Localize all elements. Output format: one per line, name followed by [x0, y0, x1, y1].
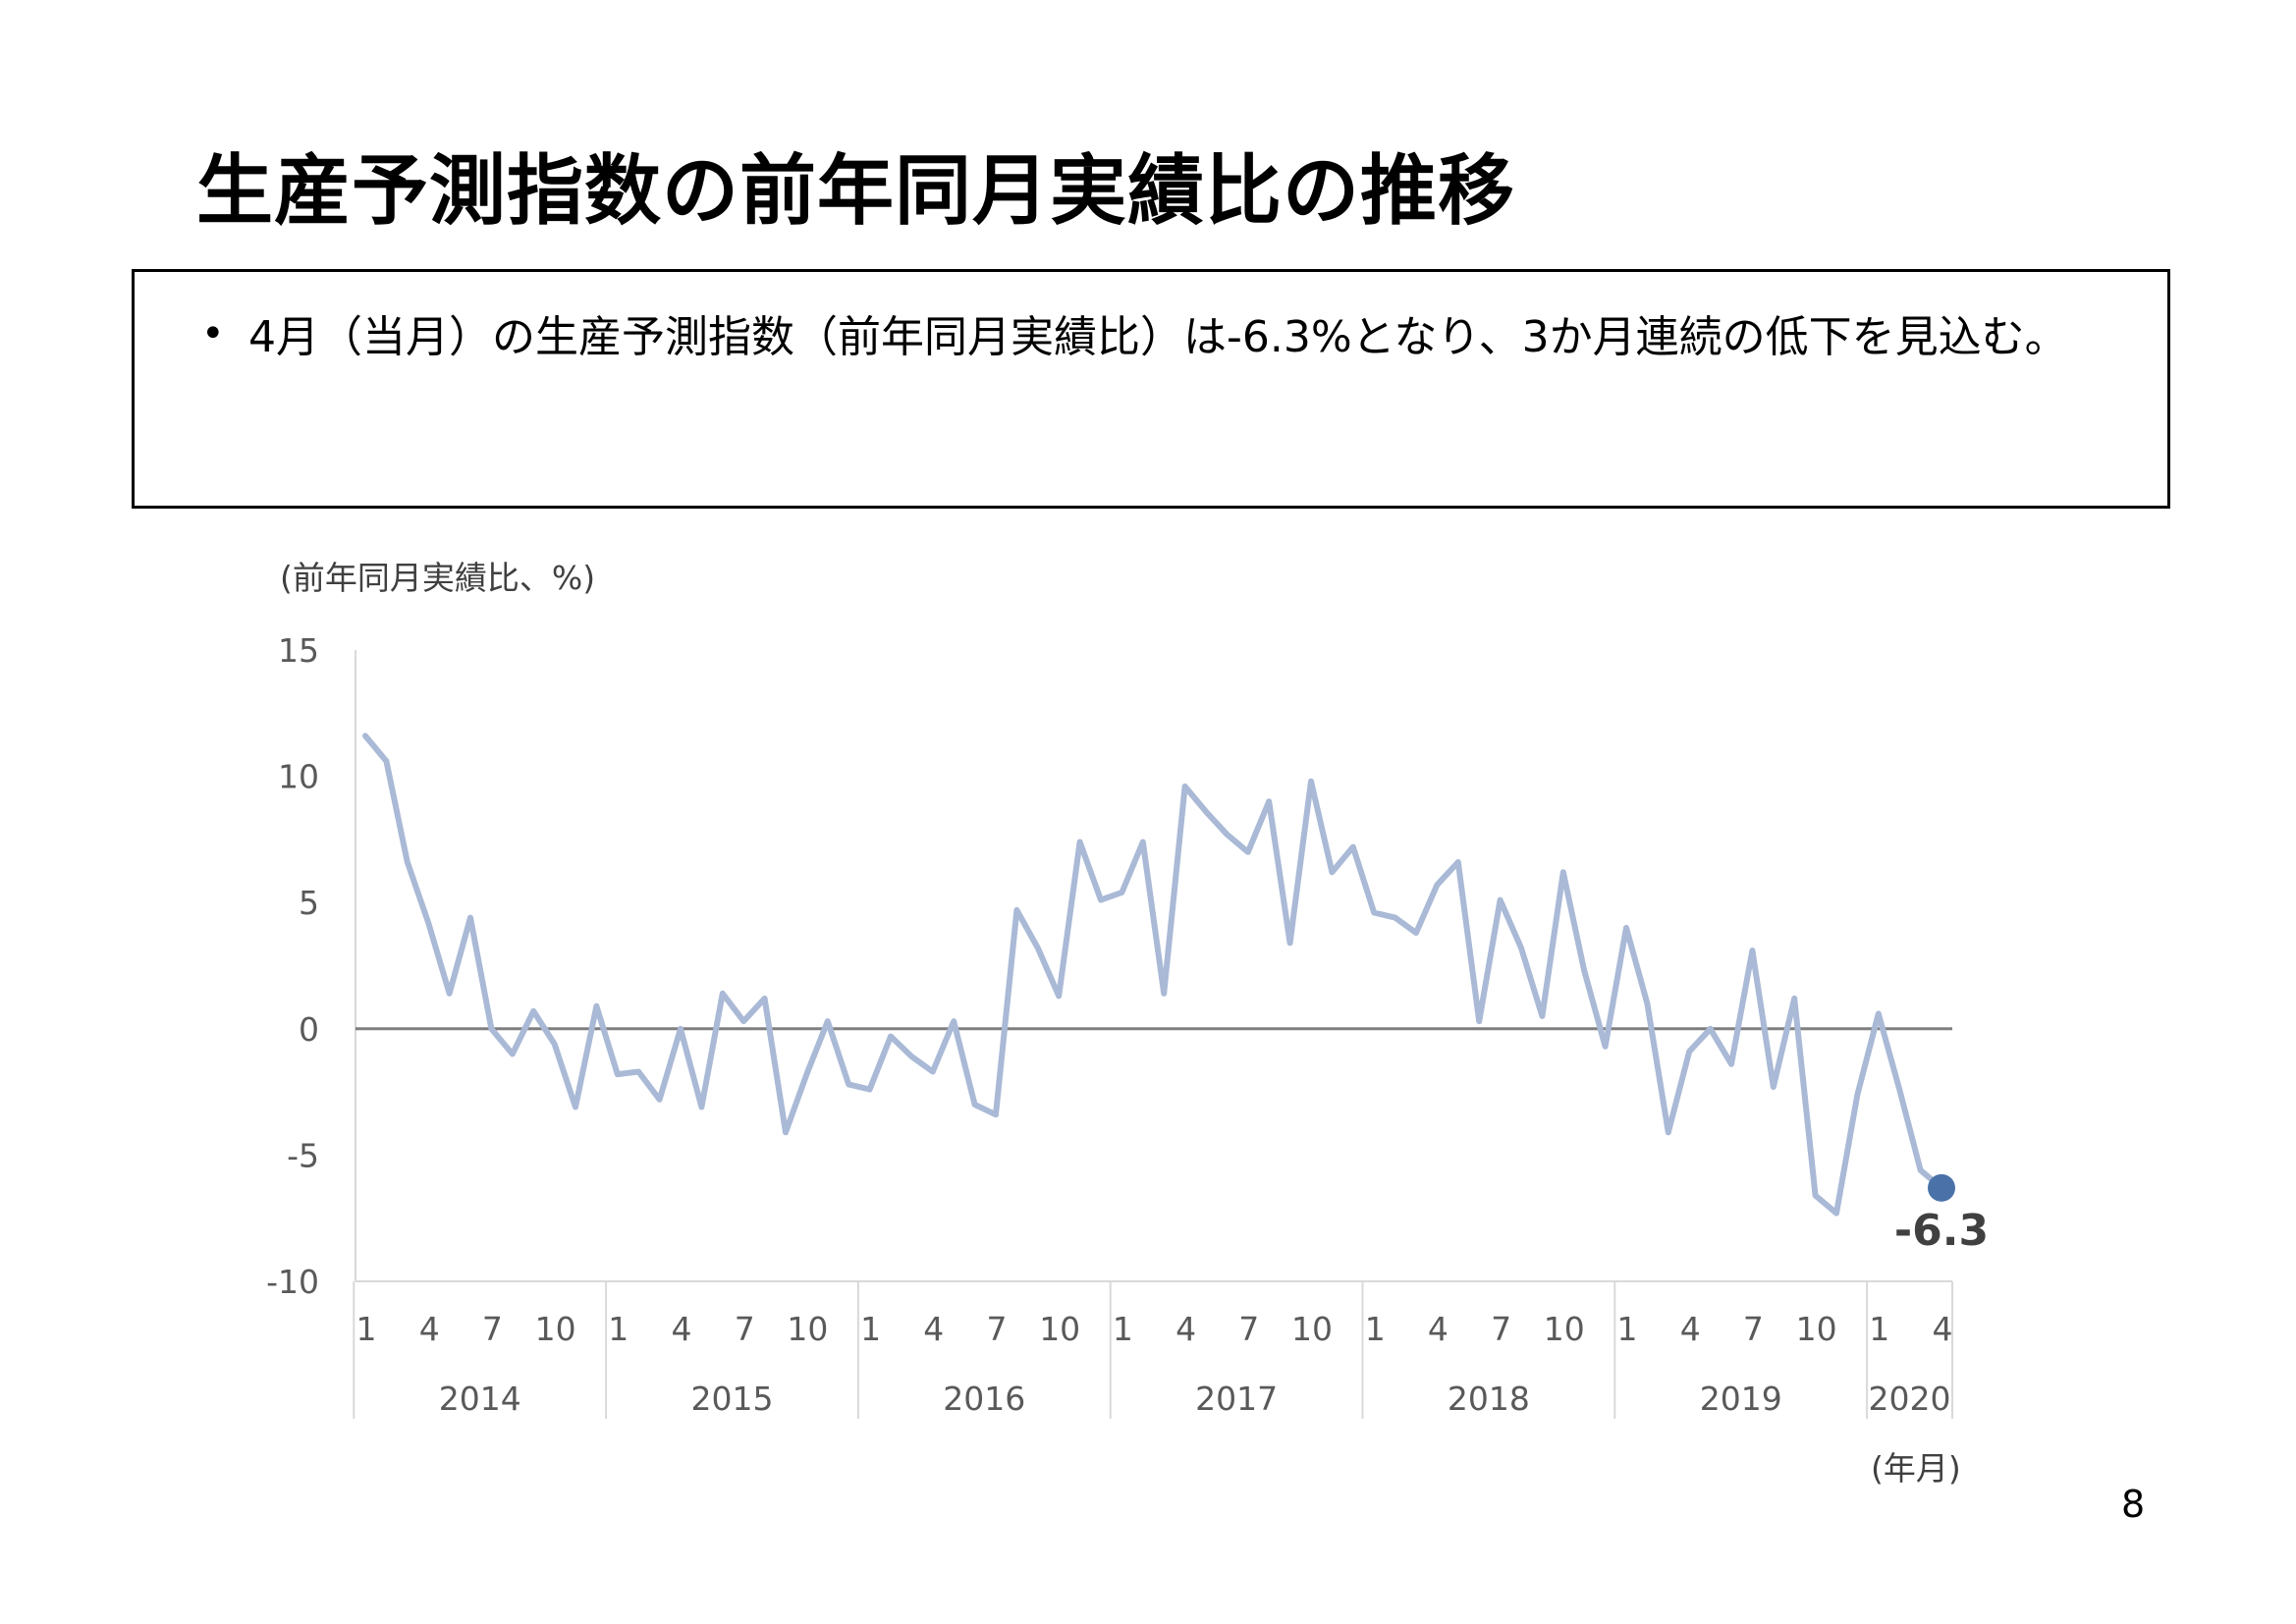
- last-value-label: -6.3: [1894, 1206, 1989, 1256]
- x-tick-year: 2017: [1195, 1380, 1278, 1418]
- y-tick-label: 5: [299, 884, 319, 922]
- x-tick-month: 7: [1743, 1310, 1764, 1348]
- x-tick-month: 1: [860, 1310, 881, 1348]
- x-tick-month: 10: [787, 1310, 828, 1348]
- x-tick-year: 2014: [439, 1380, 521, 1418]
- x-tick-month: 4: [419, 1310, 440, 1348]
- series-lines: [362, 732, 1944, 1217]
- x-tick-month: 4: [1933, 1310, 1953, 1348]
- x-tick-month: 4: [923, 1310, 944, 1348]
- x-tick-month: 10: [1291, 1310, 1333, 1348]
- page-title: 生産予測指数の前年同月実績比の推移: [196, 147, 1516, 236]
- last-point-marker: [1928, 1173, 1955, 1202]
- series-line: [362, 732, 1944, 1217]
- summary-box: • 4月（当月）の生産予測指数（前年同月実績比）は-6.3%となり、3か月連続の…: [132, 269, 2170, 509]
- y-tick-labels: 15 10 5 0 -5 -10: [266, 631, 319, 1301]
- x-tick-year: 2020: [1869, 1380, 1951, 1418]
- x-tick-month: 1: [356, 1310, 377, 1348]
- x-tick-year: 2019: [1700, 1380, 1782, 1418]
- x-tick-month: 4: [1175, 1310, 1196, 1348]
- x-tick-year: 2018: [1448, 1380, 1530, 1418]
- plot-axes: [355, 650, 1952, 1282]
- y-tick-label: 15: [278, 631, 319, 670]
- x-tick-month: 10: [1039, 1310, 1080, 1348]
- y-tick-label: 0: [299, 1010, 319, 1049]
- x-tick-month: 1: [1869, 1310, 1889, 1348]
- x-tick-month: 10: [1544, 1310, 1585, 1348]
- x-tick-month: 1: [1113, 1310, 1133, 1348]
- bullet-icon: •: [201, 311, 225, 356]
- y-tick-label: 10: [278, 758, 319, 796]
- x-tick-month: 4: [1428, 1310, 1449, 1348]
- x-tick-year: 2016: [943, 1380, 1025, 1418]
- x-tick-month: 4: [672, 1310, 692, 1348]
- x-tick-month: 7: [482, 1310, 503, 1348]
- x-tick-month: 4: [1680, 1310, 1701, 1348]
- y-tick-label: -10: [266, 1263, 319, 1301]
- x-tick-month: 7: [987, 1310, 1008, 1348]
- x-tick-month: 1: [608, 1310, 629, 1348]
- x-tick-month: 1: [1365, 1310, 1386, 1348]
- x-axis-label: (年月): [1871, 1449, 1961, 1488]
- x-tick-month: 10: [535, 1310, 576, 1348]
- summary-text: 4月（当月）の生産予測指数（前年同月実績比）は-6.3%となり、3か月連続の低下…: [248, 312, 2068, 362]
- x-tick-month: 7: [735, 1310, 755, 1348]
- y-tick-label: -5: [287, 1136, 319, 1174]
- x-tick-month: 10: [1796, 1310, 1837, 1348]
- y-axis-label: (前年同月実績比、%): [280, 559, 595, 597]
- annotations: -6.3: [1894, 1173, 1989, 1256]
- page-number: 8: [2121, 1483, 2146, 1526]
- x-tick-month: 1: [1617, 1310, 1638, 1348]
- x-tick-month: 7: [1238, 1310, 1259, 1348]
- x-tick-year: 2015: [691, 1380, 774, 1418]
- x-tick-month: 7: [1491, 1310, 1511, 1348]
